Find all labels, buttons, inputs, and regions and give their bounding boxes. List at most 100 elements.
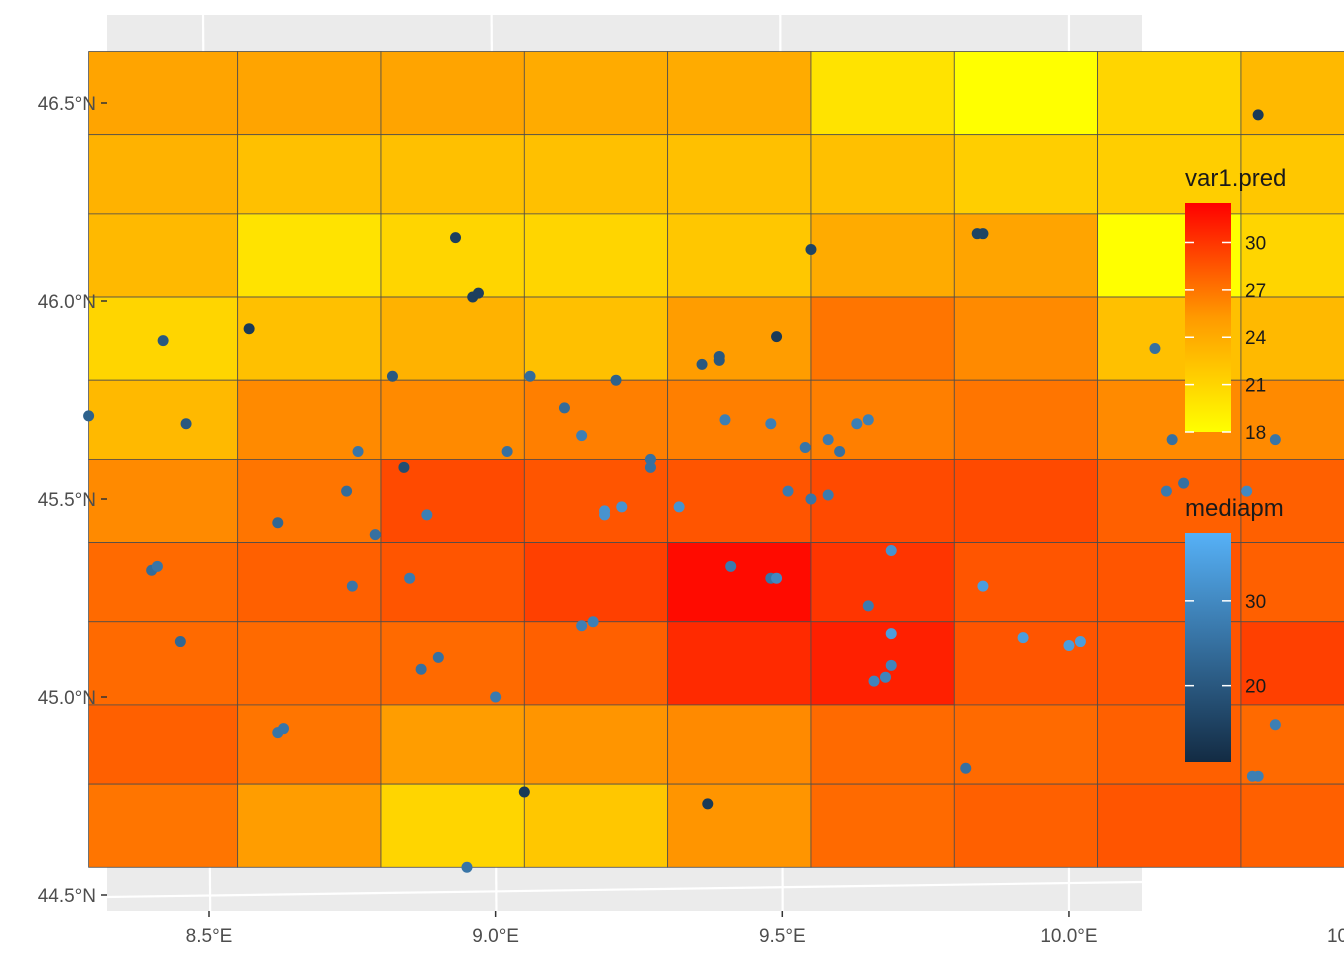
y-tick-label: 45.0°N — [38, 688, 96, 709]
grid-cell — [523, 704, 669, 785]
grid-cell — [667, 542, 812, 623]
legend-tick-label: 21 — [1245, 376, 1266, 397]
grid-cell — [810, 458, 955, 543]
grid-cell — [953, 51, 1099, 136]
station-point — [461, 861, 473, 873]
grid-cell — [810, 134, 955, 215]
station-point — [879, 671, 891, 683]
legend-mediapm: mediapm 20 30 — [1185, 495, 1284, 762]
grid-cell — [667, 296, 812, 381]
grid-cell — [380, 296, 525, 381]
station-point — [1246, 770, 1258, 782]
station-point — [576, 430, 588, 442]
grid-cell — [380, 213, 525, 298]
station-point — [834, 445, 846, 457]
colorbar-var1-pred — [1185, 203, 1231, 432]
station-point — [771, 572, 783, 584]
station-point — [771, 331, 783, 343]
station-point — [386, 370, 398, 382]
station-point — [369, 529, 381, 541]
grid-cell — [237, 542, 382, 623]
x-tick-label: 9.0°E — [472, 926, 519, 947]
station-point — [272, 517, 284, 529]
station-point — [518, 786, 530, 798]
grid-cell — [523, 296, 669, 381]
legend-title-mediapm: mediapm — [1185, 495, 1284, 522]
station-point — [432, 651, 444, 663]
y-tick-label: 44.5°N — [38, 886, 96, 907]
station-point — [885, 544, 897, 556]
station-point — [862, 600, 874, 612]
x-tick-label: 9.5°E — [759, 926, 806, 947]
graticule-lat-0 — [106, 880, 1143, 899]
station-point — [243, 323, 255, 335]
grid-cell — [523, 783, 669, 868]
y-axis: 44.5°N 45.0°N 45.5°N 46.0°N 46.5°N — [38, 94, 107, 907]
station-point — [415, 663, 427, 675]
station-point — [977, 228, 989, 240]
grid-cell — [953, 213, 1099, 298]
station-point — [421, 509, 433, 521]
grid-cell — [810, 379, 955, 460]
station-point — [1269, 719, 1281, 731]
grid-cell — [667, 783, 812, 868]
station-point — [1149, 343, 1161, 355]
station-point — [524, 370, 536, 382]
station-point — [885, 628, 897, 640]
grid-cell — [1097, 134, 1242, 215]
grid-cell — [237, 51, 382, 136]
legend-tick-label: 27 — [1245, 281, 1266, 302]
grid-cell — [1240, 458, 1344, 543]
grid-cell — [237, 296, 382, 381]
grid-cell — [88, 783, 239, 868]
grid-cell — [667, 621, 812, 706]
station-point — [644, 453, 656, 465]
legend-tick-label: 24 — [1245, 328, 1267, 349]
station-point — [174, 636, 186, 648]
station-point — [1017, 632, 1029, 644]
grid-cell — [523, 542, 669, 623]
station-point — [713, 354, 725, 366]
grid-cell — [380, 458, 525, 543]
grid-cell — [237, 458, 382, 543]
station-point — [398, 461, 410, 473]
grid-cell — [1240, 379, 1344, 460]
station-point — [1166, 434, 1178, 446]
grid-cell — [1240, 783, 1344, 868]
station-point — [725, 560, 737, 572]
grid-cell — [523, 134, 669, 215]
grid-cell — [953, 379, 1099, 460]
station-point — [157, 335, 169, 347]
station-point — [960, 762, 972, 774]
grid-cell — [380, 542, 525, 623]
grid-cell — [523, 621, 669, 706]
station-point — [822, 489, 834, 501]
station-point — [868, 675, 880, 687]
grid-cell — [810, 783, 955, 868]
grid-cell — [88, 51, 239, 136]
station-point — [472, 287, 484, 299]
y-tick-label: 46.5°N — [38, 94, 96, 115]
station-point — [450, 232, 462, 244]
station-point — [696, 358, 708, 370]
legend-tick-label: 30 — [1245, 233, 1266, 254]
legend-tick-label: 30 — [1245, 592, 1266, 613]
grid-cell — [953, 704, 1099, 785]
grid-cell — [1097, 51, 1242, 136]
grid-cell — [1240, 542, 1344, 623]
station-point — [1074, 636, 1086, 648]
station-point — [180, 418, 192, 430]
grid-cell — [380, 51, 525, 136]
grid-cell — [523, 51, 669, 136]
station-point — [501, 445, 513, 457]
legend-title-var1-pred: var1.pred — [1185, 165, 1286, 192]
grid-cell — [810, 213, 955, 298]
grid-cell — [810, 296, 955, 381]
station-point — [404, 572, 416, 584]
grid-cell — [380, 621, 525, 706]
grid-cell — [1240, 51, 1344, 136]
x-tick-label: 10.0°E — [1040, 926, 1097, 947]
grid-cell — [667, 704, 812, 785]
station-points — [83, 109, 1281, 873]
station-point — [644, 461, 656, 473]
